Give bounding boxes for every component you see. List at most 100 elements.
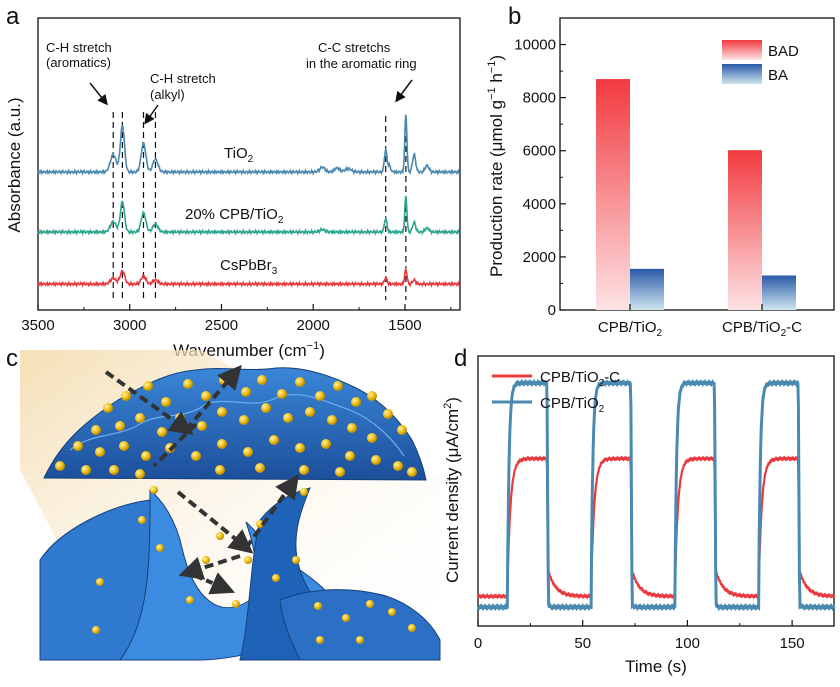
nanoparticle-sphere <box>150 486 158 494</box>
nanoparticle-sphere <box>135 469 145 479</box>
legend-label-cpb-tio2-c: CPB/TiO2-C <box>540 369 620 389</box>
panel-label-c: c <box>6 345 18 372</box>
production-rate-chart: 0 2000 4000 6000 8000 10000 CPB/TiO2 CPB/TiO2-… <box>486 17 835 339</box>
ftir-curve-0 <box>37 114 461 176</box>
nanoparticle-sphere <box>356 636 364 644</box>
production-y-tick-label: 0 <box>548 302 556 319</box>
ftir-x-tick-label: 2500 <box>205 317 238 334</box>
nanoparticle-sphere <box>255 463 265 473</box>
photocurrent-plot-frame <box>477 355 835 627</box>
photocurrent-y-axis-label: Current density (μA/cm2) <box>442 397 462 583</box>
nanoparticle-sphere <box>397 425 407 435</box>
production-y-tick-label: 6000 <box>523 143 556 160</box>
ftir-chart: 3500 3000 2500 2000 1500 TiO2 20% CPB/TiO2 C… <box>5 17 461 360</box>
nanoparticle-sphere <box>367 391 377 401</box>
nanoparticle-sphere <box>300 488 308 496</box>
nanoparticle-sphere <box>202 556 210 564</box>
production-y-tick-label: 8000 <box>523 90 556 107</box>
nanoparticle-sphere <box>366 600 374 608</box>
nanoparticle-sphere <box>115 421 125 431</box>
nanoparticle-sphere <box>243 447 253 457</box>
nanoparticle-sphere <box>121 391 131 401</box>
nanoparticle-sphere <box>351 397 361 407</box>
nanoparticle-sphere <box>407 467 417 477</box>
ftir-curve-2 <box>37 266 461 288</box>
nanoparticle-sphere <box>261 403 271 413</box>
nanoparticle-sphere <box>345 451 355 461</box>
nanoparticle-sphere <box>371 455 381 465</box>
nanoparticle-sphere <box>239 415 249 425</box>
production-plot-frame <box>559 17 835 311</box>
legend-label-bad: BAD <box>768 43 799 60</box>
nanoparticle-sphere <box>215 465 225 475</box>
nanoparticle-sphere <box>92 626 100 634</box>
light-arrow-out-bottom-2 <box>178 554 241 580</box>
bar-bad-0 <box>596 79 630 311</box>
panel-label-d: d <box>454 345 467 372</box>
nanoparticle-sphere <box>244 556 252 564</box>
photocurrent-x-tick-label: 0 <box>474 635 482 652</box>
ftir-x-tick-label: 2000 <box>297 317 330 334</box>
legend-swatch-ba <box>722 64 762 84</box>
series-label-cspbbr3: CsPbBr3 <box>220 257 278 277</box>
nanoparticle-sphere <box>367 433 377 443</box>
light-arrow-in-bottom <box>176 490 254 554</box>
photocurrent-x-tick-label: 50 <box>574 635 591 652</box>
ftir-x-tick-label: 3500 <box>21 317 54 334</box>
nanoparticle-sphere <box>55 461 65 471</box>
nanoparticle-sphere <box>73 441 83 451</box>
ftir-plot-frame <box>37 17 461 311</box>
nanoparticle-sphere <box>256 520 264 528</box>
annotation-arrow-alkyl <box>144 104 159 125</box>
nanoparticle-sphere <box>109 465 119 475</box>
production-y-tick-label: 10000 <box>514 37 556 54</box>
nanoparticle-sphere <box>138 516 146 524</box>
legend-label-cpb-tio2: CPB/TiO2 <box>540 395 605 415</box>
nanoparticle-sphere <box>305 407 315 417</box>
surface-ripple <box>69 393 405 457</box>
nanoparticle-sphere <box>91 425 101 435</box>
ftir-y-axis-label: Absorbance (a.u.) <box>5 97 24 232</box>
production-y-axis-label: Production rate (μmol g−1 h−1) <box>486 55 506 277</box>
photocurrent-curve-1 <box>477 378 836 612</box>
annotation-ch-aromatic-1: C-H stretch <box>46 40 112 55</box>
ftir-curve-1 <box>37 195 461 236</box>
production-x-tick-label: CPB/TiO2-C <box>722 319 802 339</box>
production-x-tick-label: CPB/TiO2 <box>598 319 663 339</box>
nanoparticle-sphere <box>269 435 279 445</box>
nanoparticle-sphere <box>157 427 167 437</box>
production-legend: BAD BA <box>722 40 799 84</box>
nanoparticle-sphere <box>143 381 153 391</box>
annotation-cc-2: in the aromatic ring <box>306 56 417 71</box>
nanoparticle-sphere <box>156 544 164 552</box>
photocurrent-curve-0 <box>477 454 835 600</box>
nanoparticle-sphere <box>103 403 113 413</box>
annotation-arrow-aromatic <box>89 82 108 106</box>
nanoparticle-sphere <box>393 461 403 471</box>
nanoparticle-sphere <box>321 439 331 449</box>
bar-ba-1 <box>762 275 796 310</box>
light-arrow-out-top-1 <box>184 364 242 432</box>
photocurrent-chart: 0 50 100 150 CPB/TiO2-C CPB/TiO2 Current de… <box>442 355 836 676</box>
nanoparticle-sphere <box>295 377 305 387</box>
bar-ba-0 <box>630 268 664 310</box>
nanoparticle-sphere <box>96 578 104 586</box>
nanoparticle-sphere <box>141 451 151 461</box>
nanoparticle-sphere <box>314 602 322 610</box>
nanoparticle-sphere <box>186 596 194 604</box>
photocurrent-x-tick-label: 100 <box>675 635 700 652</box>
nanoparticle-sphere <box>161 397 171 407</box>
nanoparticle-sphere <box>201 391 211 401</box>
bar-bad-1 <box>728 150 762 310</box>
nanoparticle-sphere <box>217 439 227 449</box>
nanoparticle-sphere <box>335 467 345 477</box>
series-label-tio2: TiO2 <box>224 145 254 165</box>
nanoparticle-surface <box>43 367 427 481</box>
light-arrow-out-bottom-3 <box>195 572 236 595</box>
nanoparticle-sphere <box>283 413 293 423</box>
annotation-ch-alkyl-1: C-H stretch <box>150 71 216 86</box>
production-y-tick-label: 4000 <box>523 196 556 213</box>
nanoparticle-sphere <box>81 465 91 475</box>
nanoparticle-sphere <box>299 465 309 475</box>
nanoparticle-sphere <box>216 532 224 540</box>
